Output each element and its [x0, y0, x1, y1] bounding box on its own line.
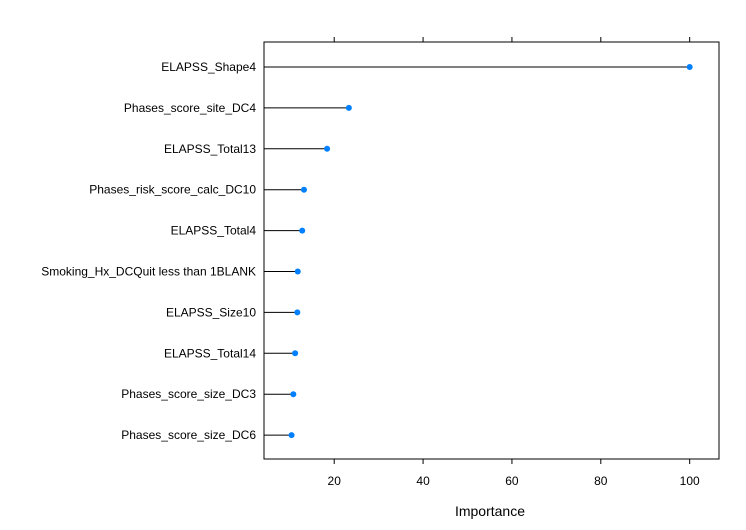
importance-point — [294, 309, 301, 316]
importance-point — [290, 391, 297, 398]
importance-point — [288, 432, 295, 439]
category-label: ELAPSS_Size10 — [166, 305, 256, 319]
x-axis-title: Importance — [455, 503, 525, 519]
category-label: Phases_score_size_DC6 — [121, 428, 256, 442]
category-label: Phases_risk_score_calc_DC10 — [89, 183, 256, 197]
importance-point — [292, 350, 299, 357]
x-tick-label: 80 — [594, 474, 608, 488]
category-label: ELAPSS_Total4 — [171, 224, 257, 238]
category-label: ELAPSS_Shape4 — [161, 60, 256, 74]
importance-point — [299, 227, 306, 234]
importance-point — [300, 186, 307, 193]
x-tick-label: 40 — [416, 474, 430, 488]
category-label: ELAPSS_Total14 — [164, 346, 256, 360]
importance-point — [345, 104, 352, 111]
category-label: Phases_score_size_DC3 — [121, 387, 256, 401]
x-tick-label: 20 — [328, 474, 342, 488]
x-axis: 20 40 60 80 100 — [328, 459, 700, 488]
plot-frame — [263, 41, 720, 460]
data-marks — [264, 64, 693, 439]
category-label: Smoking_Hx_DCQuit less than 1BLANK — [41, 265, 256, 279]
x-tick-label: 60 — [505, 474, 519, 488]
category-labels: ELAPSS_Shape4 Phases_score_site_DC4 ELAPSS… — [41, 60, 256, 442]
category-label: Phases_score_site_DC4 — [124, 101, 256, 115]
top-axis-ticks — [333, 37, 691, 42]
category-label: ELAPSS_Total13 — [164, 142, 256, 156]
importance-point — [686, 64, 693, 70]
importance-point — [324, 145, 331, 152]
importance-point — [294, 268, 301, 275]
x-tick-label: 100 — [680, 474, 700, 488]
